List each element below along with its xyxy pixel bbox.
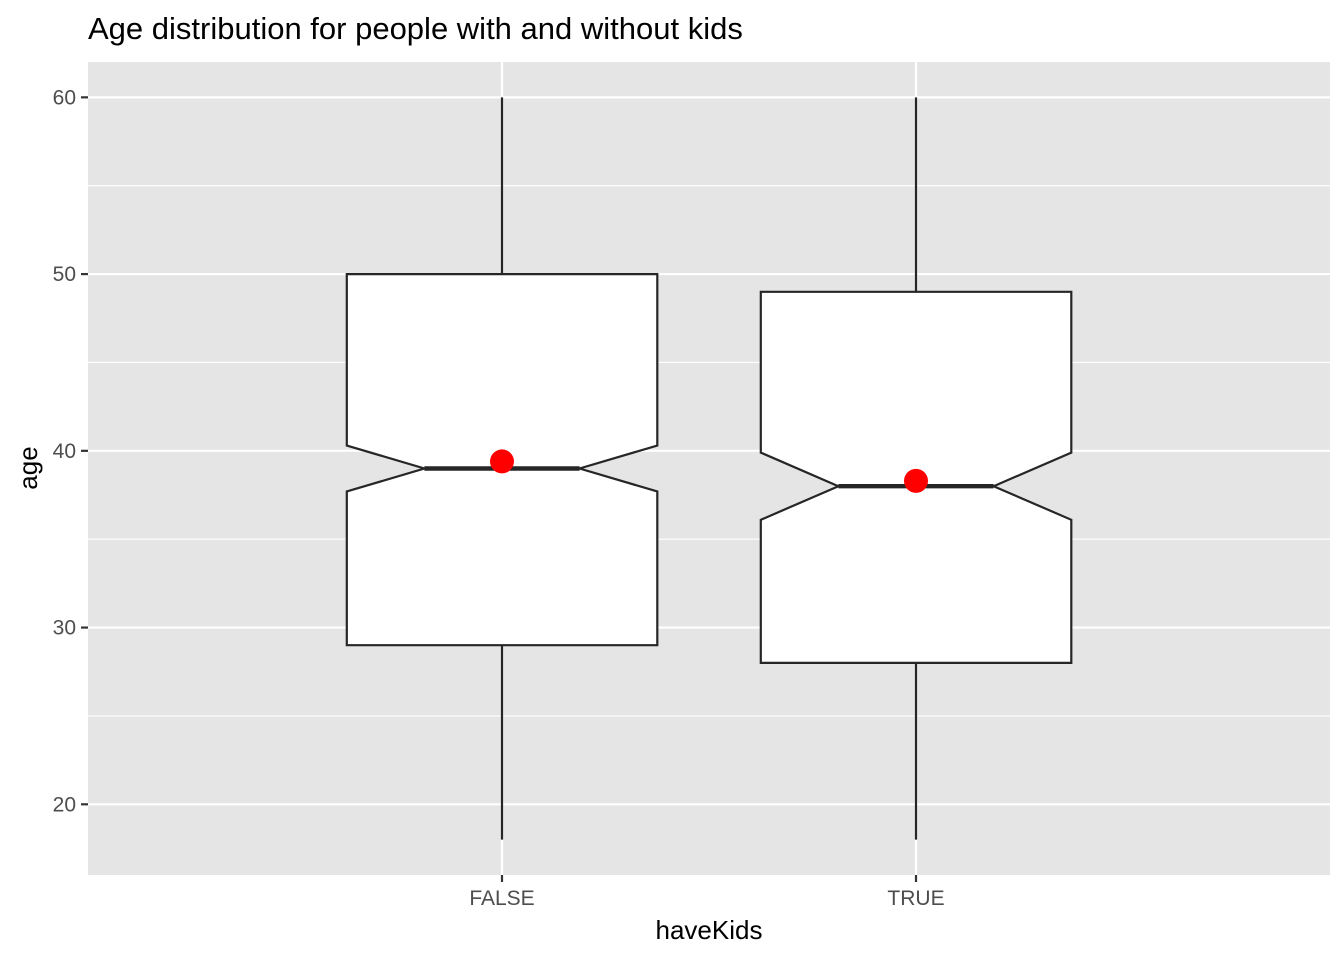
y-tick-label: 30 [53,617,76,640]
mean-point [490,449,514,474]
chart-title: Age distribution for people with and wit… [88,11,743,46]
y-tick-label: 60 [53,86,76,109]
box-series [345,97,1073,840]
y-tick-label: 50 [53,263,76,286]
y-tick-label: 20 [53,793,76,816]
y-axis: 20 30 40 50 60 [53,86,88,816]
plot-panel [88,62,1330,875]
x-axis-title: haveKids [656,915,763,945]
box-false [345,97,659,840]
y-axis-title: age [13,446,43,489]
x-tick-label-false: FALSE [469,887,534,910]
minor-gridlines [88,185,1330,717]
y-tick-label: 40 [53,440,76,463]
x-axis: FALSE TRUE [469,875,945,910]
x-tick-label-true: TRUE [887,887,944,910]
box-true [759,97,1073,840]
mean-point [904,468,928,493]
